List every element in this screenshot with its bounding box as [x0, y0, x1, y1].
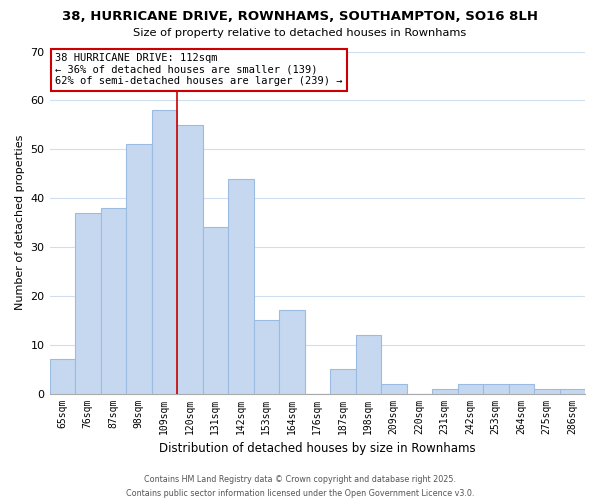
Y-axis label: Number of detached properties: Number of detached properties: [15, 135, 25, 310]
Bar: [101, 208, 126, 394]
Bar: [356, 335, 381, 394]
Text: Contains HM Land Registry data © Crown copyright and database right 2025.
Contai: Contains HM Land Registry data © Crown c…: [126, 476, 474, 498]
X-axis label: Distribution of detached houses by size in Rownhams: Distribution of detached houses by size …: [159, 442, 476, 455]
Bar: [279, 310, 305, 394]
Bar: [560, 388, 585, 394]
Bar: [509, 384, 534, 394]
Bar: [126, 144, 152, 394]
Bar: [177, 125, 203, 394]
Bar: [534, 388, 560, 394]
Bar: [152, 110, 177, 394]
Bar: [228, 178, 254, 394]
Bar: [432, 388, 458, 394]
Text: 38 HURRICANE DRIVE: 112sqm
← 36% of detached houses are smaller (139)
62% of sem: 38 HURRICANE DRIVE: 112sqm ← 36% of deta…: [55, 53, 343, 86]
Bar: [254, 320, 279, 394]
Text: 38, HURRICANE DRIVE, ROWNHAMS, SOUTHAMPTON, SO16 8LH: 38, HURRICANE DRIVE, ROWNHAMS, SOUTHAMPT…: [62, 10, 538, 23]
Text: Size of property relative to detached houses in Rownhams: Size of property relative to detached ho…: [133, 28, 467, 38]
Bar: [330, 369, 356, 394]
Bar: [203, 228, 228, 394]
Bar: [381, 384, 407, 394]
Bar: [483, 384, 509, 394]
Bar: [75, 213, 101, 394]
Bar: [458, 384, 483, 394]
Bar: [50, 360, 75, 394]
